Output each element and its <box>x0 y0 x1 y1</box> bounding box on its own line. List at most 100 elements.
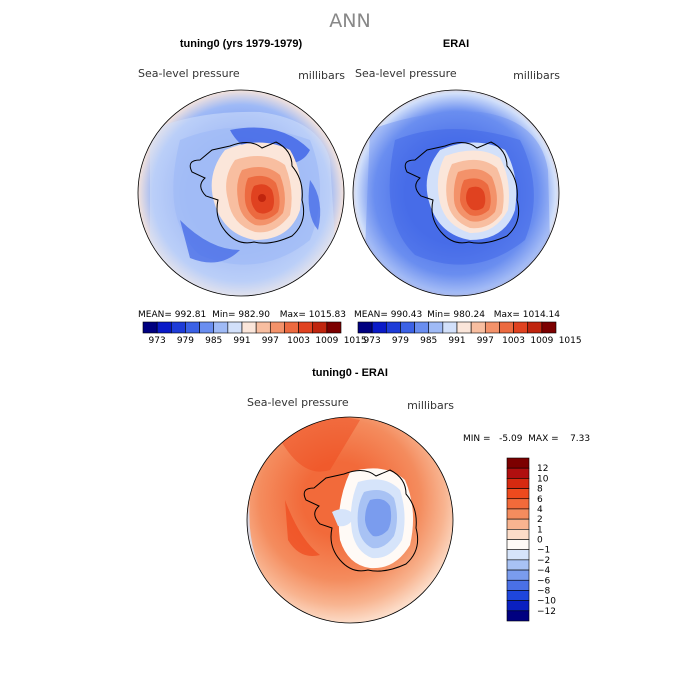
colorbar-swatch <box>298 321 314 334</box>
colorbar-tick-label: 4 <box>537 505 543 515</box>
colorbar-tick-label: −2 <box>537 556 550 566</box>
colorbar-tick-label: 1003 <box>502 336 525 346</box>
panel-difference-minmax: MIN = -5.09 MAX = 7.33 <box>463 434 590 444</box>
panel-reanalysis-colorbar: 973 979 985 991 997 1003 1009 1015 <box>357 321 582 346</box>
panel-model-coastline <box>189 141 305 244</box>
colorbar-swatch <box>269 321 285 334</box>
panel-reanalysis-variable-label: Sea-level pressure <box>355 67 457 80</box>
colorbar-swatch <box>506 478 530 489</box>
colorbar-swatch <box>385 321 401 334</box>
colorbar-swatch <box>470 321 486 334</box>
colorbar-swatch <box>484 321 500 334</box>
panel-model: tuning0 (yrs 1979-1979) Sea-level pressu… <box>137 38 367 346</box>
colorbar-tick-label: 979 <box>177 336 194 346</box>
panel-difference-map-border <box>246 416 454 624</box>
colorbar-swatch <box>142 321 158 334</box>
panel-reanalysis-min: Min= 980.24 <box>427 310 485 320</box>
panel-reanalysis-map <box>353 90 559 296</box>
colorbar-swatch <box>456 321 472 334</box>
panel-model-title: tuning0 (yrs 1979-1979) <box>180 38 303 50</box>
colorbar-tick-label: 985 <box>205 336 222 346</box>
panel-reanalysis-title: ERAI <box>443 38 469 50</box>
colorbar-swatch <box>156 321 172 334</box>
colorbar-swatch <box>506 539 530 550</box>
colorbar-tick-label: 1015 <box>559 336 582 346</box>
panel-model-colorbar: 973 979 985 991 997 1003 1009 1015 <box>142 321 367 346</box>
colorbar-tick-label: 10 <box>537 474 549 484</box>
colorbar-tick-label: 991 <box>448 336 465 346</box>
colorbar-swatch <box>506 600 530 612</box>
colorbar-swatch <box>506 508 530 520</box>
colorbar-tick-label: −6 <box>537 576 551 586</box>
figure-title: ANN <box>329 10 370 32</box>
colorbar-tick-label: 1 <box>537 525 543 535</box>
colorbar-tick-label: 2 <box>537 515 543 525</box>
colorbar-swatch <box>506 559 530 571</box>
colorbar-tick-label: 973 <box>149 336 166 346</box>
colorbar-swatch <box>513 321 529 334</box>
colorbar-swatch <box>506 590 530 601</box>
colorbar-tick-label: 991 <box>233 336 250 346</box>
colorbar-tick-label: 1015 <box>344 336 367 346</box>
colorbar-tick-label: 1009 <box>530 336 553 346</box>
colorbar-swatch <box>414 321 430 334</box>
colorbar-swatch <box>371 321 387 334</box>
colorbar-swatch <box>506 467 530 479</box>
colorbar-swatch <box>170 321 186 334</box>
panel-reanalysis-max: Max= 1014.14 <box>494 310 560 320</box>
panel-difference-map <box>247 417 453 623</box>
colorbar-swatch <box>506 488 530 500</box>
colorbar-tick-label: 979 <box>392 336 409 346</box>
panel-model-units-label: millibars <box>298 69 345 82</box>
panel-difference-units-label: millibars <box>407 399 454 412</box>
colorbar-swatch <box>527 321 543 334</box>
colorbar-tick-label: 985 <box>420 336 437 346</box>
panel-model-mean: MEAN= 992.81 <box>138 310 206 320</box>
colorbar-tick-label: 1009 <box>315 336 338 346</box>
colorbar-swatch <box>400 321 415 334</box>
colorbar-swatch <box>506 498 530 510</box>
colorbar-swatch <box>326 321 342 334</box>
panel-model-variable-label: Sea-level pressure <box>138 67 240 80</box>
panel-reanalysis-mean: MEAN= 990.43 <box>354 310 422 320</box>
panel-difference-variable-label: Sea-level pressure <box>247 396 349 409</box>
colorbar-swatch <box>442 321 458 334</box>
colorbar-swatch <box>506 610 530 622</box>
colorbar-swatch <box>506 529 530 540</box>
colorbar-swatch <box>241 321 257 334</box>
colorbar-swatch <box>506 518 530 530</box>
colorbar-swatch <box>312 321 328 334</box>
panel-difference: tuning0 - ERAI Sea-level pressure millib… <box>246 367 590 624</box>
colorbar-swatch <box>213 321 229 334</box>
panel-reanalysis-map-border <box>352 89 560 297</box>
colorbar-tick-label: 6 <box>537 495 543 505</box>
colorbar-tick-label: 997 <box>477 336 494 346</box>
colorbar-swatch <box>506 549 530 561</box>
panel-reanalysis: ERAI Sea-level pressure millibars MEAN= … <box>352 38 582 346</box>
panel-reanalysis-coastline <box>404 141 520 244</box>
colorbar-swatch <box>227 321 243 334</box>
panel-model-map <box>138 90 344 296</box>
panel-reanalysis-units-label: millibars <box>513 69 560 82</box>
panel-model-map-border <box>137 89 345 297</box>
colorbar-tick-label: 997 <box>262 336 279 346</box>
colorbar-swatch <box>499 321 514 334</box>
colorbar-swatch <box>428 321 444 334</box>
colorbar-tick-label: −12 <box>537 607 556 617</box>
colorbar-swatch <box>199 321 215 334</box>
colorbar-tick-label: 1003 <box>287 336 310 346</box>
colorbar-swatch <box>506 457 530 469</box>
panel-model-max: Max= 1015.83 <box>280 310 346 320</box>
colorbar-tick-label: 12 <box>537 464 548 474</box>
colorbar-swatch <box>255 321 271 334</box>
colorbar-tick-label: −4 <box>537 566 551 576</box>
colorbar-tick-label: 0 <box>537 536 543 546</box>
colorbar-tick-label: 8 <box>537 485 543 495</box>
colorbar-swatch <box>284 321 299 334</box>
panel-difference-title: tuning0 - ERAI <box>312 367 388 379</box>
colorbar-tick-label: −8 <box>537 586 551 596</box>
panel-difference-coastline <box>303 469 419 572</box>
